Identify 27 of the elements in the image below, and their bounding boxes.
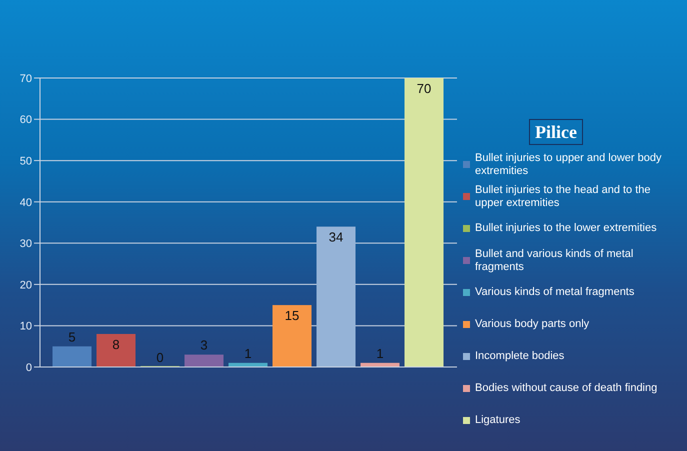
y-tick-label: 50	[20, 155, 32, 168]
legend-label: Bullet injuries to the head and to the upper extremities	[475, 184, 652, 210]
y-tick-label: 70	[20, 72, 32, 85]
legend-label: Various kinds of metal fragments	[475, 286, 636, 299]
data-label: 3	[200, 338, 208, 353]
legend-label: Ligatures	[475, 414, 522, 427]
y-tick-label: 30	[20, 238, 32, 250]
data-label: 0	[156, 350, 164, 365]
data-label: 5	[68, 329, 76, 344]
y-tick-label: 60	[20, 114, 32, 126]
data-label: 15	[284, 308, 300, 324]
data-label: 1	[376, 346, 384, 361]
y-tick-label: 10	[20, 320, 32, 333]
data-label: 34	[328, 230, 344, 245]
legend-label: Bodies without cause of death finding	[475, 382, 658, 395]
data-label: 8	[112, 336, 120, 352]
y-tick-label: 0	[26, 362, 32, 374]
legend-label: Various body parts only	[475, 318, 590, 331]
data-label: 70	[416, 81, 432, 96]
text: Pilice	[529, 119, 583, 145]
y-tick-label: 20	[20, 279, 32, 292]
legend-label: Bullet and various kinds of metal fragments	[475, 248, 634, 274]
y-tick-label: 40	[20, 196, 32, 209]
legend-label: Bullet injuries to the lower extremities	[475, 222, 658, 235]
legend-label: Bullet injuries to upper and lower body extremities	[475, 152, 663, 178]
legend-label: Incomplete bodies	[475, 350, 566, 363]
data-label: 1	[244, 346, 252, 361]
